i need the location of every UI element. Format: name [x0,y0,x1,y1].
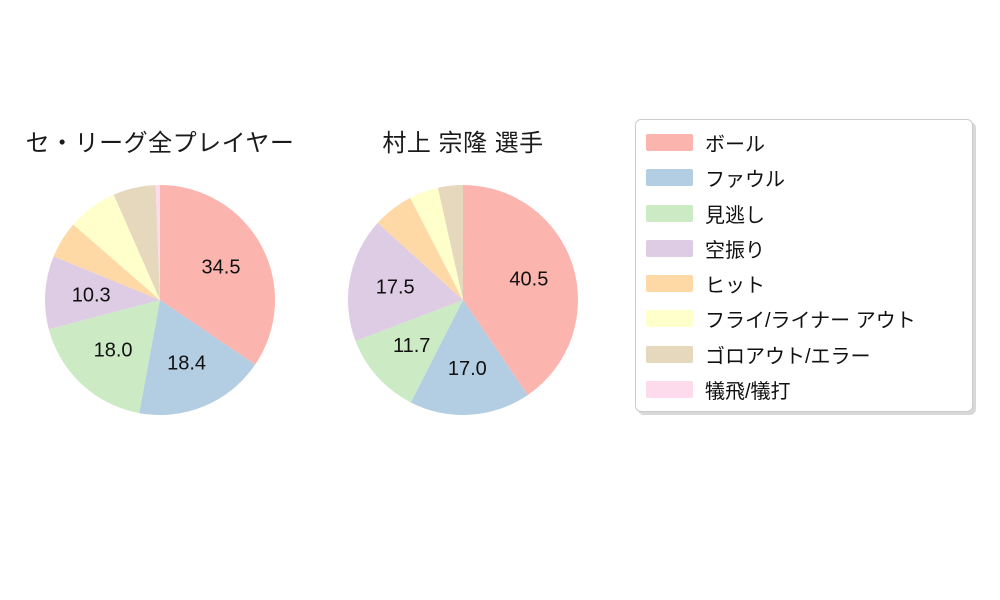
pie-chart-murakami: 村上 宗隆 選手 40.5 17.0 11.7 17.5 [343,124,583,420]
legend-swatch-0 [646,134,693,152]
legend-item-label: フライ/ライナー アウト [705,310,916,333]
legend-swatch-6 [646,345,693,363]
legend-item: 犠飛/犠打 [636,372,972,407]
pie-title-league: セ・リーグ全プレイヤー [25,129,295,157]
pie-value-label: 18.0 [94,340,133,362]
legend-item-label: ゴロアウト/エラー [705,345,871,368]
pie-chart-league: セ・リーグ全プレイヤー 34.5 18.4 18.0 10.3 [25,124,295,420]
legend-item: ゴロアウト/エラー [636,337,972,372]
pie-slice-0 [160,185,275,365]
pie-slice-4 [53,224,161,300]
legend-item: 空振り [636,231,972,266]
pie-value-label: 17.5 [376,276,415,298]
pie-title-murakami: 村上 宗隆 選手 [382,129,544,157]
pie-slice-7 [155,185,160,300]
pie-slice-2 [355,300,463,403]
pie-slice-3 [44,256,160,330]
pie-value-label: 18.4 [167,353,206,375]
legend-item-label: 犠飛/犠打 [705,380,791,403]
pie-value-label: 10.3 [72,285,111,307]
pie-value-label: 34.5 [202,257,241,279]
legend-item: 見逃し [636,196,972,231]
pie-slice-0 [463,185,578,396]
pie-slice-5 [410,187,463,300]
legend-item-label: ファウル [705,169,785,192]
pie-value-label: 11.7 [393,335,430,357]
pie-slice-4 [377,197,463,300]
legend-item-label: ボール [705,134,765,157]
pie-murakami: 40.5 17.0 11.7 17.5 [347,185,578,416]
legend-item: フライ/ライナー アウト [636,301,972,336]
pie-slice-1 [139,300,256,416]
pie-value-label: 40.5 [509,269,548,291]
legend-swatch-1 [646,169,693,187]
legend-item: ヒット [636,266,972,301]
legend-item-label: 見逃し [705,204,765,227]
legend-swatch-5 [646,310,693,328]
legend-swatch-3 [646,239,693,257]
legend-item: ボール [636,125,972,160]
pie-value-label: 17.0 [448,358,487,380]
legend: ボールファウル見逃し空振りヒットフライ/ライナー アウト ゴロアウト/エラー 犠飛/… [635,119,973,412]
pie-slice-5 [73,194,160,300]
legend-swatch-2 [646,204,693,222]
legend-item-label: 空振り [705,239,765,262]
pie-slice-1 [410,300,528,416]
legend-item: ファウル [636,160,972,195]
legend-swatch-4 [646,275,693,293]
pie-slice-2 [48,300,160,414]
legend-item-label: ヒット [705,275,765,298]
legend-swatch-7 [646,380,693,398]
pie-slice-6 [113,185,160,300]
pie-slice-3 [347,222,463,341]
pie-slice-6 [437,185,463,300]
pie-league: 34.5 18.4 18.0 10.3 [44,185,275,416]
